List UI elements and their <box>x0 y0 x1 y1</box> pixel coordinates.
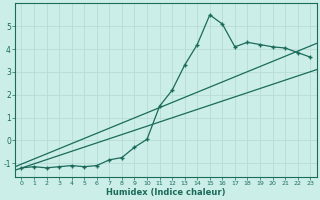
X-axis label: Humidex (Indice chaleur): Humidex (Indice chaleur) <box>106 188 226 197</box>
